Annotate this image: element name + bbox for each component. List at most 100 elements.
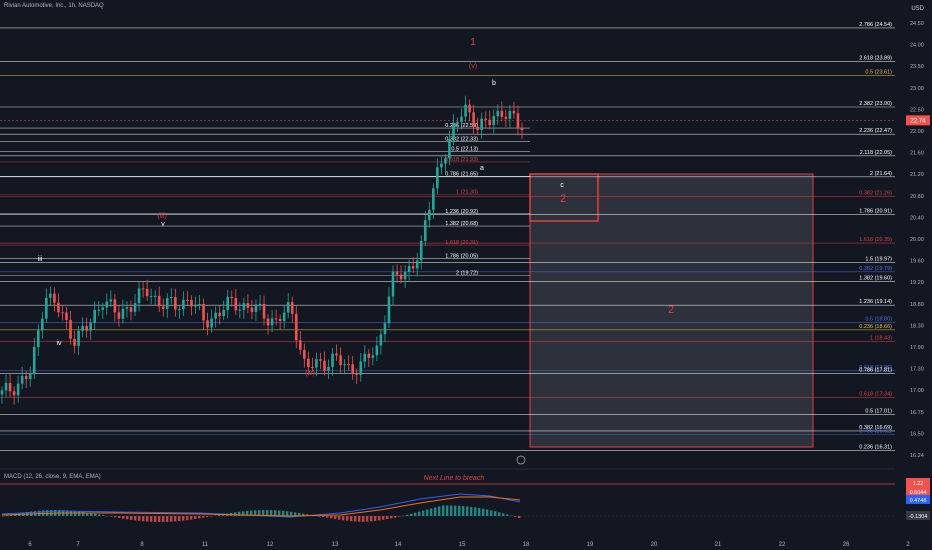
wave-label-iii: iii	[38, 256, 43, 263]
fib-label-right: 0.618 (17.86)	[859, 365, 892, 371]
candle-body	[303, 349, 306, 359]
macd-line	[1, 493, 521, 518]
price-tick: 23.00	[910, 86, 924, 92]
macd-hist-bar	[414, 512, 417, 516]
fib-label-right: 0.382 (16.69)	[859, 425, 892, 431]
macd-hist-bar	[358, 516, 361, 522]
candle-body	[137, 288, 141, 304]
macd-hist-bar	[190, 516, 193, 520]
fib-label-mid: 1.382 (20.68)	[445, 221, 478, 227]
candle-body	[141, 288, 145, 290]
fib-label-right: 1.382 (19.60)	[859, 276, 892, 282]
price-tick: 24.50	[910, 21, 924, 27]
macd-hist-bar	[118, 516, 121, 518]
candle-body	[464, 104, 467, 117]
candle-body	[133, 303, 137, 312]
macd-hist-bar	[458, 505, 461, 516]
candle-body	[270, 318, 274, 326]
price-tick: 20.40	[910, 215, 924, 221]
candle-body	[161, 306, 165, 309]
fib-label-right: 1.236 (19.14)	[859, 299, 892, 305]
time-tick: 20	[651, 542, 658, 548]
fib-label-right: 2.118 (22.05)	[860, 150, 892, 156]
macd-hist-bar	[402, 515, 405, 517]
candle-body	[423, 220, 427, 241]
fib-label-mid: 2 (19.72)	[456, 270, 478, 276]
candle-body	[194, 304, 197, 307]
candle-body	[359, 361, 363, 375]
macd-hist-bar	[490, 510, 493, 516]
candle-body	[504, 116, 508, 119]
macd-hist-bar	[182, 516, 185, 521]
candle-body	[355, 372, 359, 375]
macd-hist-bar	[514, 516, 517, 517]
macd-hist-bar	[462, 506, 465, 516]
macd-hist-bar	[270, 510, 273, 516]
fib-label-right: 1.786 (20.91)	[859, 208, 892, 214]
macd-badge-bg	[906, 487, 930, 496]
time-tick: 7	[76, 542, 80, 548]
macd-hist-bar	[302, 513, 305, 516]
macd-hist-bar	[394, 516, 397, 518]
fib-label-right: 0.618 (17.34)	[859, 392, 892, 398]
time-tick: 26	[843, 542, 850, 548]
macd-hist-bar	[290, 511, 293, 516]
candle-body	[432, 188, 435, 210]
macd-badge-bg	[906, 495, 930, 504]
fib-label-mid: 0.618 (21.93)	[445, 157, 478, 163]
candle-body	[165, 298, 169, 309]
fib-label-mid: 1.618 (20.31)	[445, 240, 478, 246]
macd-hist-bar	[162, 516, 165, 522]
candle-body	[444, 158, 447, 164]
macd-hist-bar	[150, 516, 153, 522]
candle-body	[387, 296, 391, 324]
candle-body	[262, 303, 266, 319]
price-tick: 17.90	[910, 345, 924, 351]
candle-body	[440, 163, 443, 168]
fib-label-right: 0.5 (23.61)	[865, 70, 892, 76]
macd-hist-bar	[326, 516, 329, 518]
macd-hist-bar	[102, 515, 105, 516]
macd-hist-bar	[238, 511, 241, 516]
candle-body	[238, 309, 242, 311]
fib-label-right: 0.382 (19.79)	[859, 266, 892, 272]
macd-hist-bar	[410, 513, 413, 516]
candle-body	[49, 293, 52, 298]
time-tick: 21	[715, 542, 722, 548]
macd-hist-bar	[366, 516, 369, 522]
candle-body	[452, 122, 455, 140]
macd-hist-bar	[354, 516, 357, 522]
fib-label-right: 0.5 (17.01)	[865, 408, 892, 414]
fib-label-right: 0.236 (16.31)	[859, 444, 892, 450]
candle-body	[323, 360, 326, 371]
candle-body	[32, 347, 36, 375]
time-tick: 13	[332, 542, 339, 548]
candle-body	[508, 110, 512, 119]
fib-label-right: 2.236 (22.47)	[859, 128, 892, 134]
macd-hist-bar	[486, 509, 489, 516]
candle-body	[20, 376, 24, 384]
candle-body	[456, 122, 459, 124]
macd-hist-bar	[86, 512, 89, 516]
candle-body	[182, 299, 185, 310]
macd-hist-bar	[74, 511, 77, 516]
candle-body	[4, 382, 8, 391]
macd-hist-bar	[398, 516, 401, 517]
price-pane	[0, 0, 895, 468]
wave-label-iv: iv	[56, 340, 62, 347]
candle-body	[315, 359, 318, 368]
candle-body	[65, 312, 68, 320]
macd-hist-bar	[430, 508, 433, 516]
macd-hist-bar	[518, 516, 521, 519]
price-tick: 22.00	[910, 129, 924, 135]
wave-label-c: c	[560, 182, 564, 189]
candle-body	[170, 297, 173, 299]
macd-hist-bar	[362, 516, 365, 522]
candle-body	[436, 167, 439, 189]
candle-body	[282, 312, 286, 321]
time-tick: 18	[523, 542, 530, 548]
macd-hist-bar	[286, 511, 289, 516]
candle-body	[339, 355, 342, 366]
